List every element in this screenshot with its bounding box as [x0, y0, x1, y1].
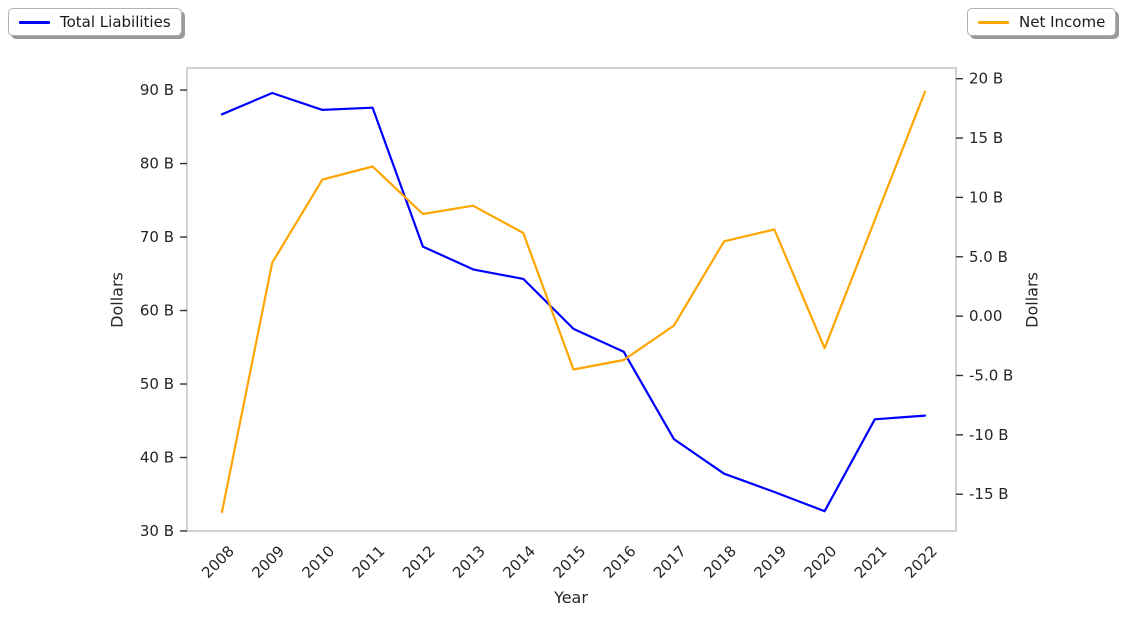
total-liabilities-line: [220, 91, 927, 513]
left-axis-tick-label: 90 B: [140, 81, 174, 99]
x-axis-tick-label: 2018: [700, 542, 740, 582]
left-axis-tick-label: 80 B: [140, 155, 174, 173]
legend-label-total-liabilities: Total Liabilities: [60, 13, 171, 31]
x-axis-tick-label: 2021: [851, 542, 891, 582]
legend-net-income: Net Income: [967, 8, 1117, 36]
right-axis-tick-label: 10 B: [969, 188, 1003, 206]
left-axis-tick-label: 30 B: [140, 522, 174, 540]
right-axis-tick-label: 20 B: [969, 70, 1003, 88]
legend-total-liabilities: Total Liabilities: [8, 8, 182, 36]
x-axis-tick-label: 2019: [750, 542, 790, 582]
left-axis-tick-label: 50 B: [140, 375, 174, 393]
right-axis-tick-label: -10 B: [969, 426, 1009, 444]
right-axis-tick-label: -15 B: [969, 485, 1009, 503]
x-axis-tick-label: 2008: [198, 542, 238, 582]
x-axis-tick-label: 2013: [449, 542, 489, 582]
legend-line-orange-icon: [978, 20, 1009, 24]
x-axis-tick-label: 2022: [901, 542, 941, 582]
x-axis-tick-label: 2009: [248, 542, 288, 582]
x-axis-tick-label: 2010: [299, 542, 339, 582]
left-axis-tick-label: 40 B: [140, 449, 174, 467]
legend-label-net-income: Net Income: [1019, 13, 1106, 31]
x-axis-tick-label: 2012: [399, 542, 439, 582]
x-axis-tick-label: 2016: [600, 542, 640, 582]
plot-border: [186, 67, 957, 532]
right-axis-tick-label: 0.00: [969, 307, 1002, 325]
x-axis-tick-label: 2014: [499, 542, 539, 582]
net-income-line: [220, 90, 927, 514]
x-axis-tick-label: 2011: [349, 542, 389, 582]
x-axis-tick-label: 2020: [801, 542, 841, 582]
left-axis-tick-label: 70 B: [140, 228, 174, 246]
right-y-axis-title: Dollars: [1022, 272, 1042, 328]
right-axis-tick-label: 15 B: [969, 129, 1003, 147]
left-axis-tick-label: 60 B: [140, 302, 174, 320]
right-axis-tick-label: -5.0 B: [969, 366, 1013, 384]
x-axis-tick-label: 2017: [650, 542, 690, 582]
left-y-axis-title: Dollars: [107, 272, 127, 328]
x-axis-title: Year: [554, 588, 588, 607]
legend-line-blue-icon: [19, 20, 50, 24]
x-axis-tick-label: 2015: [550, 542, 590, 582]
right-axis-tick-label: 5.0 B: [969, 248, 1008, 266]
